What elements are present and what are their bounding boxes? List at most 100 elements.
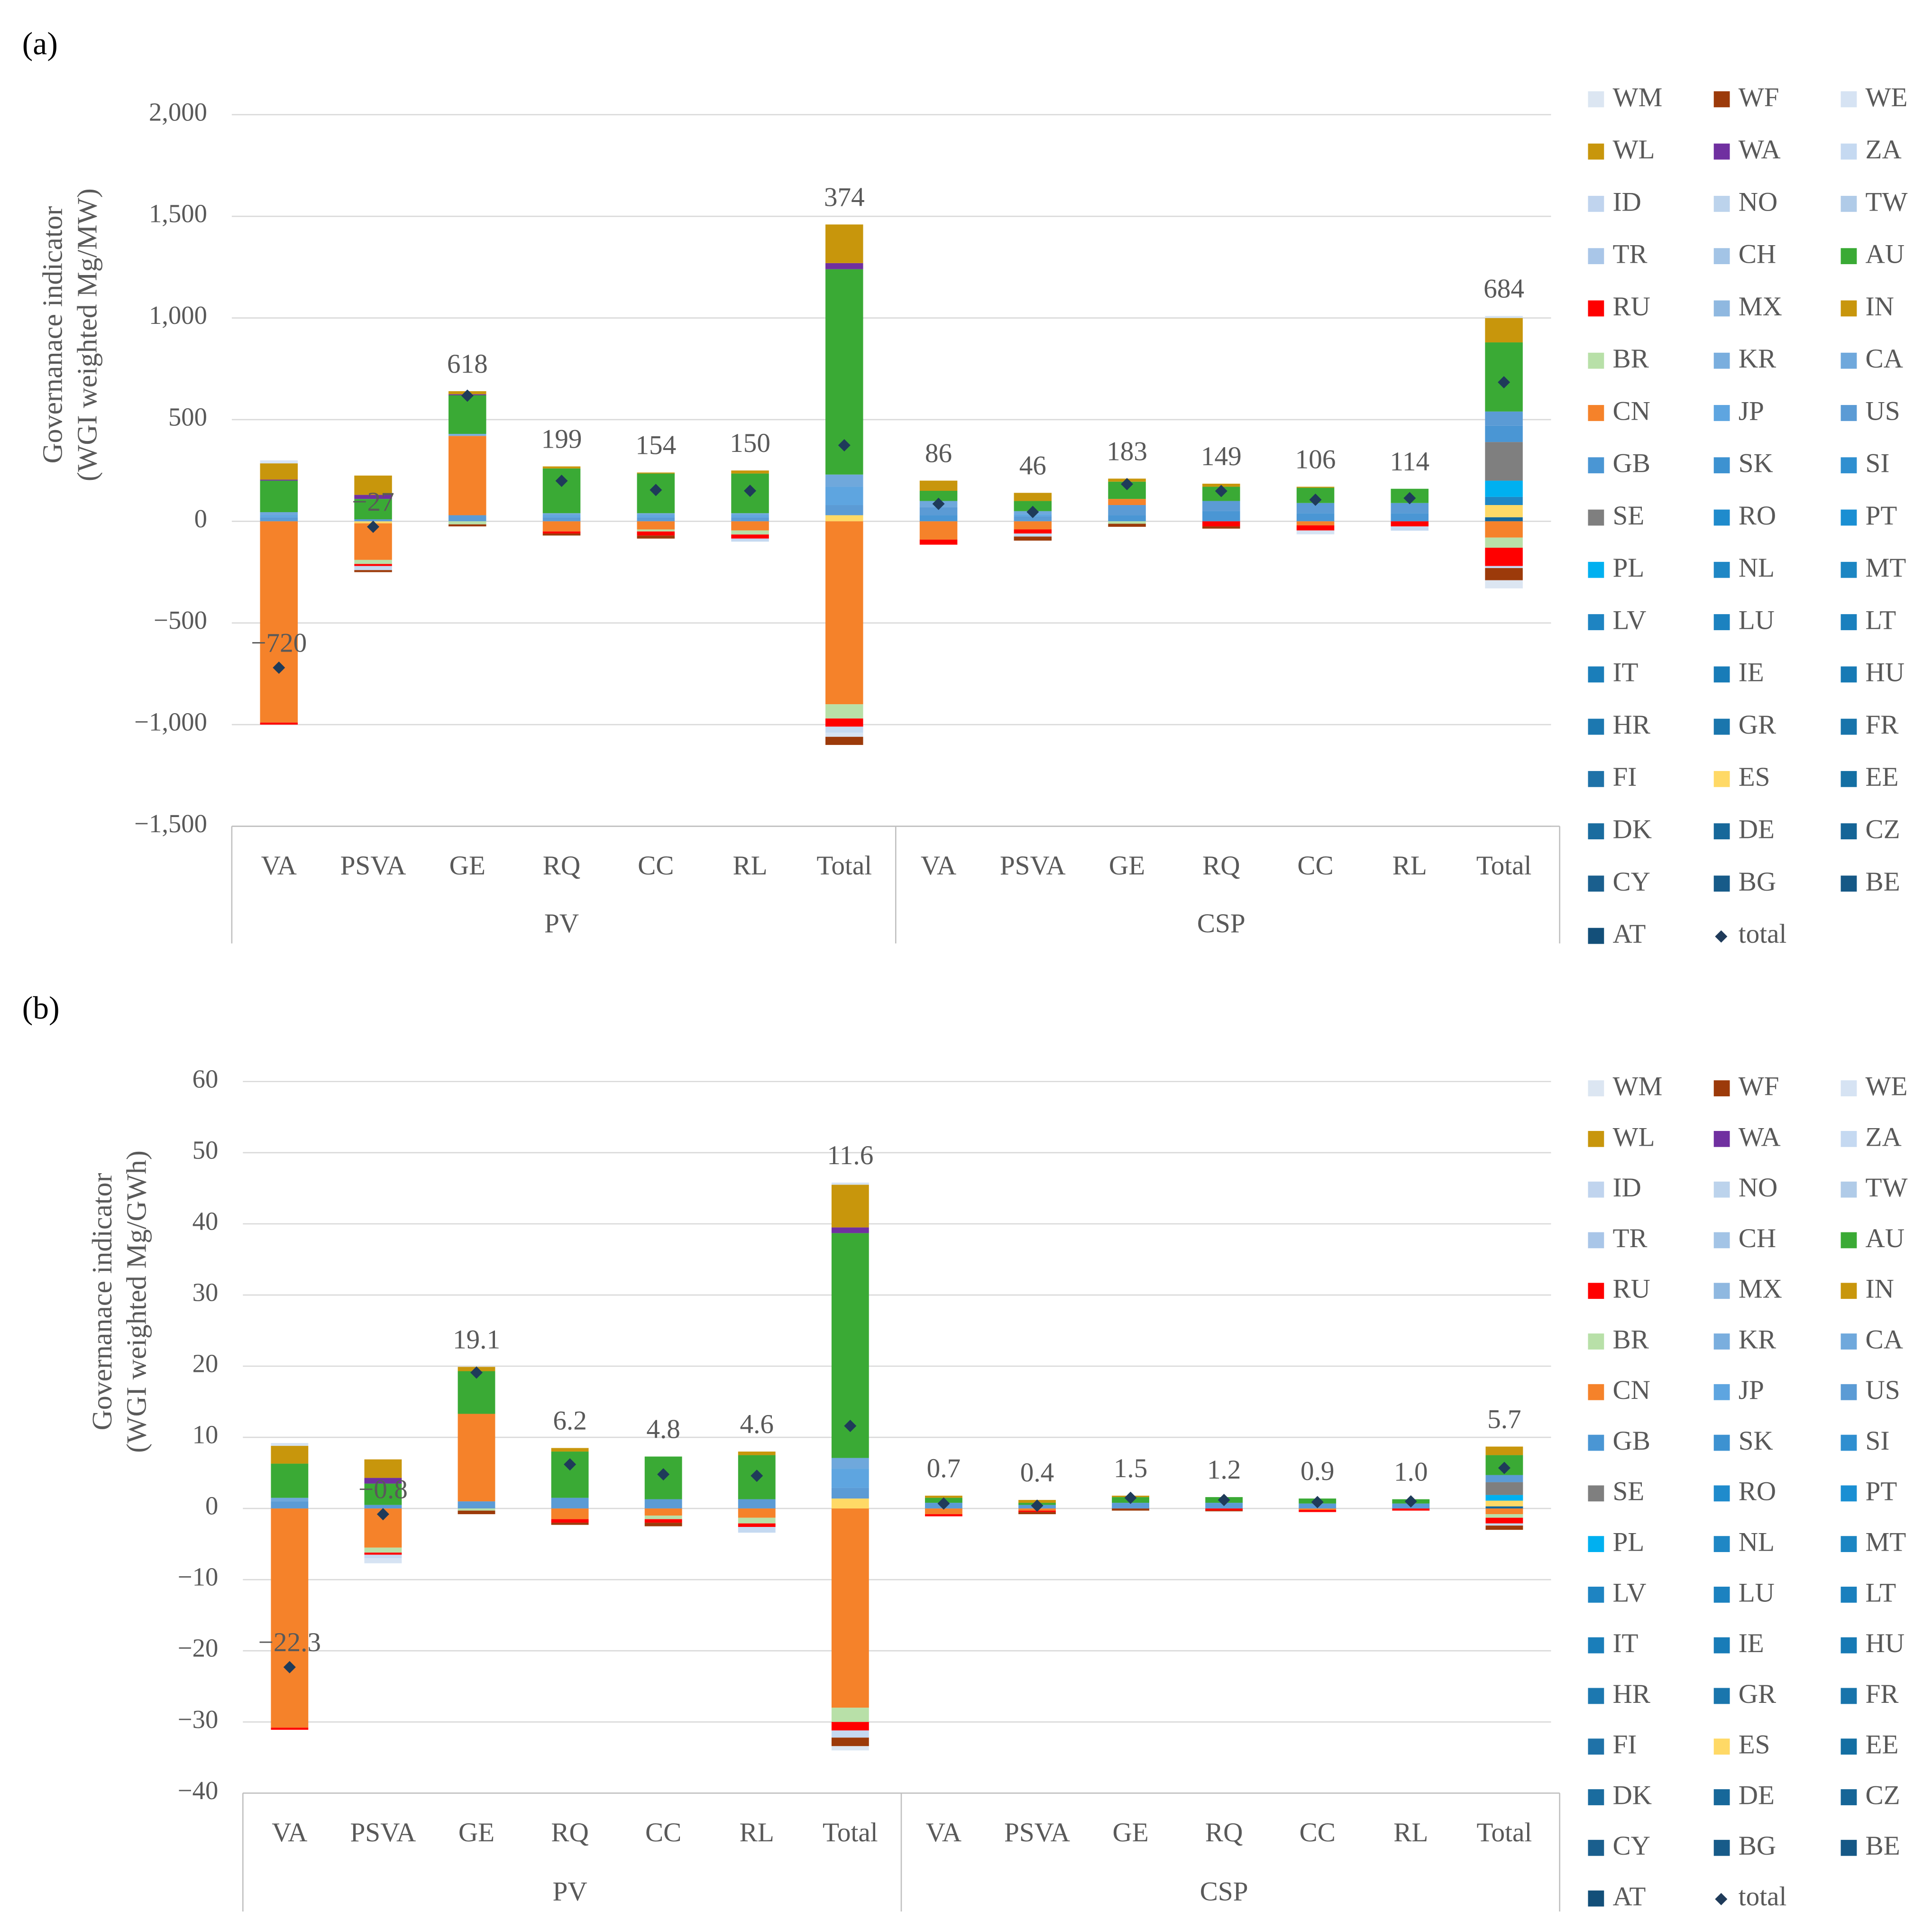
legend-label: WF — [1739, 1071, 1779, 1101]
bar-segment — [1299, 1508, 1337, 1510]
data-label: 149 — [1201, 441, 1242, 471]
bar-segment — [1485, 1482, 1523, 1495]
y-tick-label: −20 — [178, 1634, 218, 1663]
data-label: 4.8 — [646, 1415, 680, 1444]
bar-segment — [542, 517, 581, 522]
bar-segment — [260, 517, 298, 522]
legend-label: CA — [1866, 344, 1903, 374]
total-marker — [838, 439, 851, 451]
bar-segment — [354, 475, 392, 495]
bar-segment — [1112, 1508, 1149, 1511]
bar-segment — [542, 533, 581, 536]
bar-segment — [731, 513, 769, 515]
y-tick-label: −1,500 — [134, 809, 207, 838]
legend-swatch — [1713, 1130, 1730, 1147]
legend-swatch — [1840, 1688, 1857, 1704]
legend-label: DE — [1739, 1780, 1775, 1810]
legend-label: KR — [1739, 344, 1776, 374]
legend-label: WA — [1739, 1122, 1781, 1152]
bar-segment — [831, 1737, 869, 1746]
bar-segment — [354, 564, 392, 566]
y-axis-title: Governanace indicator — [37, 206, 68, 464]
total-marker — [273, 662, 285, 674]
legend-swatch — [1713, 509, 1730, 526]
legend-swatch — [1713, 91, 1730, 108]
legend-swatch — [1840, 1586, 1857, 1603]
legend-label: RO — [1739, 501, 1776, 531]
legend-swatch — [1713, 1586, 1730, 1603]
bar-segment — [1485, 521, 1523, 538]
legend-swatch — [1840, 1333, 1857, 1350]
bar-segment — [644, 1519, 682, 1523]
bar-segment — [542, 513, 581, 515]
y-tick-label: 0 — [194, 504, 207, 533]
y-tick-label: 30 — [192, 1277, 219, 1306]
legend-label: CY — [1612, 1831, 1650, 1861]
x-tick-label: PSVA — [1004, 1818, 1070, 1847]
bar-segment — [731, 470, 769, 474]
legend-swatch — [1840, 718, 1857, 735]
legend-swatch — [1588, 875, 1604, 892]
legend-swatch — [1588, 1536, 1604, 1553]
bar-segment — [260, 515, 298, 517]
legend-swatch — [1713, 248, 1730, 265]
total-marker — [1309, 493, 1322, 506]
bar-segment — [1485, 580, 1523, 588]
bar-segment — [731, 515, 769, 517]
y-tick-label: 1,500 — [149, 199, 207, 228]
y-tick-label: 1,000 — [149, 301, 207, 330]
total-marker — [650, 484, 662, 496]
legend-label: US — [1866, 1375, 1900, 1405]
legend-label: CZ — [1866, 1780, 1900, 1810]
bar-segment — [1296, 530, 1335, 534]
legend-swatch — [1588, 195, 1604, 212]
data-label: 374 — [824, 182, 865, 212]
legend-label: WF — [1739, 83, 1779, 112]
bar-segment — [364, 1554, 402, 1559]
legend-label: CZ — [1866, 815, 1900, 845]
legend-swatch — [1840, 1637, 1857, 1654]
legend-label: CN — [1612, 1375, 1650, 1405]
x-tick-label: RL — [740, 1818, 774, 1847]
bar-segment — [637, 535, 675, 539]
bar-segment — [1202, 526, 1240, 529]
bar-segment — [831, 1722, 869, 1731]
legend-label: MX — [1739, 292, 1782, 322]
bar-segment — [1485, 442, 1523, 481]
bar-segment — [731, 538, 769, 542]
legend-swatch — [1840, 1080, 1857, 1096]
bar-segment — [271, 1498, 309, 1502]
bar-segment — [825, 224, 863, 263]
bar-segment — [260, 480, 298, 513]
legend-label: BG — [1739, 1831, 1776, 1861]
legend-label: NO — [1739, 1173, 1778, 1203]
legend-label: LV — [1612, 605, 1646, 635]
bar-segment — [1112, 1503, 1149, 1509]
legend-swatch — [1588, 143, 1604, 160]
bar-segment — [644, 1523, 682, 1526]
legend-swatch — [1588, 1283, 1604, 1299]
bar-segment — [1485, 537, 1523, 548]
legend-label: TR — [1612, 1223, 1648, 1253]
x-tick-label: RQ — [1205, 1818, 1243, 1847]
bar-segment — [1485, 1495, 1523, 1501]
x-tick-label: Total — [823, 1818, 878, 1847]
total-marker — [744, 485, 757, 497]
bar-segment — [738, 1452, 776, 1455]
bar-segment — [1485, 496, 1523, 505]
bar-segment — [1485, 1517, 1523, 1524]
bar-segment — [1108, 521, 1146, 524]
total-marker — [1215, 485, 1227, 497]
legend-swatch — [1713, 1789, 1730, 1805]
group-label: CSP — [1200, 1877, 1248, 1907]
legend-swatch — [1840, 300, 1857, 317]
bar-segment — [354, 495, 392, 499]
legend-swatch — [1713, 405, 1730, 421]
bar-segment — [1205, 1510, 1243, 1512]
bar-segment — [354, 519, 392, 522]
bar-segment — [738, 1523, 776, 1527]
legend-swatch — [1840, 1789, 1857, 1805]
legend-swatch — [1588, 1333, 1604, 1350]
x-tick-label: GE — [1112, 1818, 1148, 1847]
legend-swatch — [1588, 771, 1604, 787]
